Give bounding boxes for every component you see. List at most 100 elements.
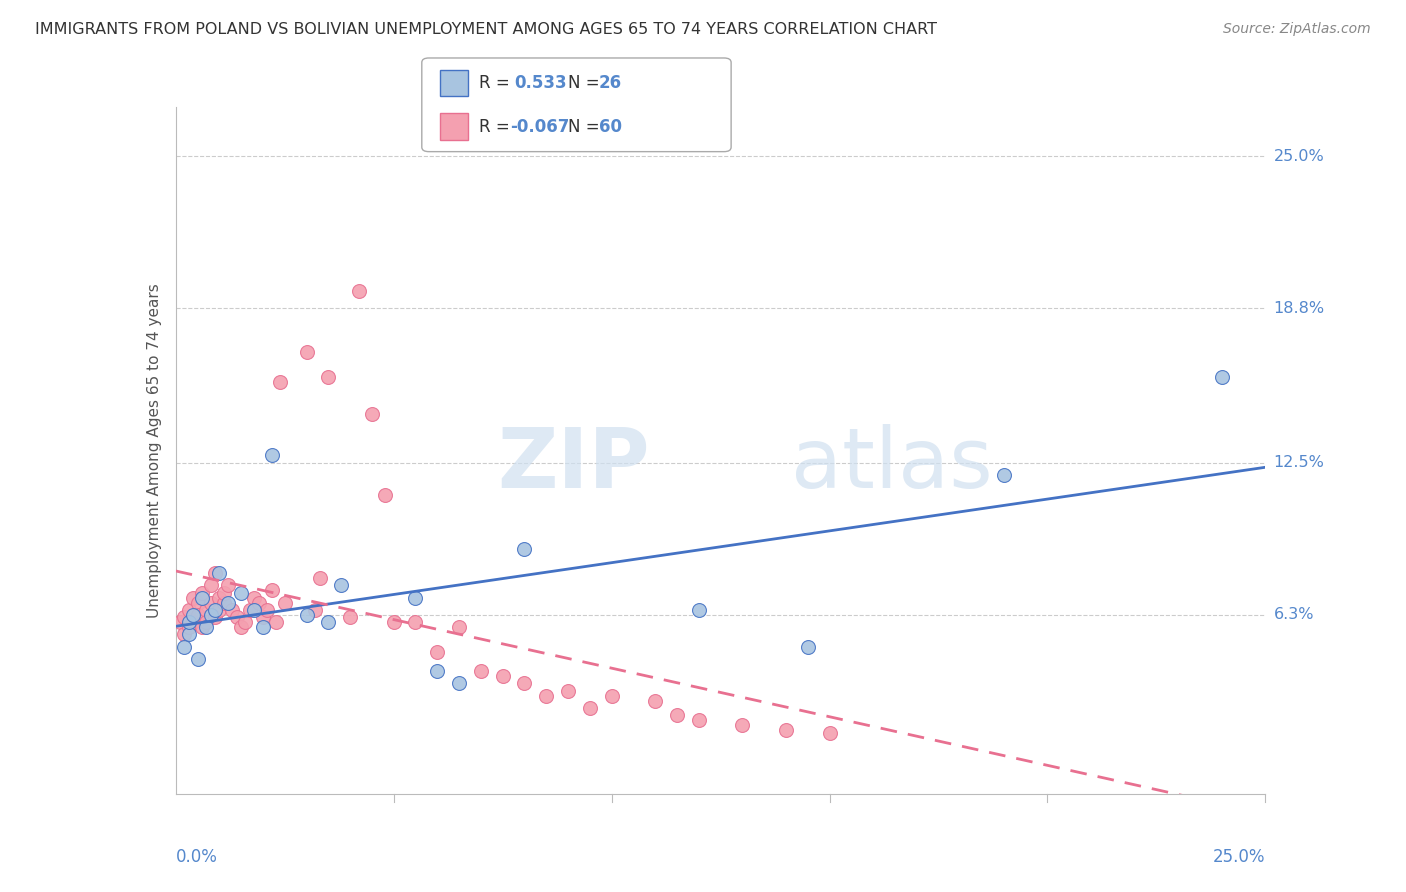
Point bbox=[360, 407, 382, 421]
Point bbox=[318, 369, 340, 384]
Point bbox=[308, 571, 330, 585]
Text: 25.0%: 25.0% bbox=[1274, 149, 1324, 163]
Point bbox=[260, 449, 283, 463]
Point bbox=[204, 566, 226, 581]
Point bbox=[212, 586, 235, 600]
Point bbox=[235, 615, 257, 630]
Text: Source: ZipAtlas.com: Source: ZipAtlas.com bbox=[1223, 22, 1371, 37]
Point bbox=[513, 541, 536, 556]
Point bbox=[731, 718, 754, 732]
Point bbox=[252, 610, 274, 624]
Point bbox=[295, 345, 318, 359]
Point bbox=[374, 487, 396, 501]
Point bbox=[993, 467, 1015, 482]
Point bbox=[221, 603, 243, 617]
Text: 25.0%: 25.0% bbox=[1213, 847, 1265, 866]
Point bbox=[295, 607, 318, 622]
Point bbox=[405, 591, 427, 605]
Point bbox=[181, 591, 204, 605]
Point bbox=[212, 596, 235, 610]
Point bbox=[666, 708, 689, 723]
Point bbox=[247, 596, 270, 610]
Y-axis label: Unemployment Among Ages 65 to 74 years: Unemployment Among Ages 65 to 74 years bbox=[146, 283, 162, 618]
Point bbox=[318, 615, 340, 630]
Point bbox=[186, 607, 209, 622]
Point bbox=[208, 566, 231, 581]
Point bbox=[217, 596, 239, 610]
Text: 60: 60 bbox=[599, 118, 621, 136]
Point bbox=[243, 603, 266, 617]
Point bbox=[195, 603, 218, 617]
Point bbox=[231, 586, 253, 600]
Text: 18.8%: 18.8% bbox=[1274, 301, 1324, 316]
Point bbox=[492, 669, 515, 683]
Point bbox=[173, 610, 195, 624]
Point bbox=[1211, 369, 1233, 384]
Point bbox=[264, 615, 287, 630]
Text: 6.3%: 6.3% bbox=[1274, 607, 1315, 623]
Point bbox=[191, 591, 214, 605]
Point bbox=[426, 664, 449, 679]
Point bbox=[186, 652, 209, 666]
Point bbox=[339, 610, 361, 624]
Text: 0.0%: 0.0% bbox=[176, 847, 218, 866]
Point bbox=[204, 603, 226, 617]
Point bbox=[239, 603, 262, 617]
Point bbox=[208, 591, 231, 605]
Text: ZIP: ZIP bbox=[498, 424, 650, 505]
Text: 0.533: 0.533 bbox=[515, 74, 567, 92]
Point bbox=[169, 615, 191, 630]
Point bbox=[200, 578, 222, 592]
Point bbox=[204, 610, 226, 624]
Point bbox=[688, 714, 710, 728]
Text: -0.067: -0.067 bbox=[510, 118, 569, 136]
Point bbox=[470, 664, 492, 679]
Point bbox=[231, 620, 253, 634]
Point bbox=[330, 578, 353, 592]
Point bbox=[177, 627, 200, 641]
Point bbox=[181, 607, 204, 622]
Point bbox=[382, 615, 405, 630]
Point bbox=[217, 578, 239, 592]
Point bbox=[775, 723, 797, 737]
Point bbox=[195, 620, 218, 634]
Point bbox=[426, 644, 449, 658]
Point bbox=[447, 676, 470, 690]
Point bbox=[181, 615, 204, 630]
Point bbox=[200, 596, 222, 610]
Point bbox=[600, 689, 623, 703]
Point bbox=[191, 620, 214, 634]
Point bbox=[818, 725, 841, 739]
Point bbox=[252, 620, 274, 634]
Point bbox=[260, 583, 283, 598]
Point bbox=[644, 694, 666, 708]
Point bbox=[579, 701, 602, 715]
Point bbox=[200, 607, 222, 622]
Text: atlas: atlas bbox=[792, 424, 993, 505]
Point bbox=[796, 640, 818, 654]
Point bbox=[274, 596, 297, 610]
Point bbox=[256, 603, 278, 617]
Point bbox=[177, 603, 200, 617]
Text: R =: R = bbox=[479, 74, 520, 92]
Point bbox=[347, 284, 370, 298]
Text: N =: N = bbox=[568, 74, 605, 92]
Point bbox=[534, 689, 557, 703]
Point bbox=[304, 603, 326, 617]
Point bbox=[208, 603, 231, 617]
Point bbox=[195, 615, 218, 630]
Point bbox=[557, 683, 579, 698]
Point bbox=[405, 615, 427, 630]
Text: R =: R = bbox=[479, 118, 516, 136]
Point bbox=[177, 615, 200, 630]
Point bbox=[173, 627, 195, 641]
Text: N =: N = bbox=[568, 118, 605, 136]
Point bbox=[243, 591, 266, 605]
Point bbox=[191, 586, 214, 600]
Point bbox=[269, 375, 291, 389]
Point bbox=[513, 676, 536, 690]
Point bbox=[447, 620, 470, 634]
Text: IMMIGRANTS FROM POLAND VS BOLIVIAN UNEMPLOYMENT AMONG AGES 65 TO 74 YEARS CORREL: IMMIGRANTS FROM POLAND VS BOLIVIAN UNEMP… bbox=[35, 22, 938, 37]
Point bbox=[173, 640, 195, 654]
Point bbox=[186, 596, 209, 610]
